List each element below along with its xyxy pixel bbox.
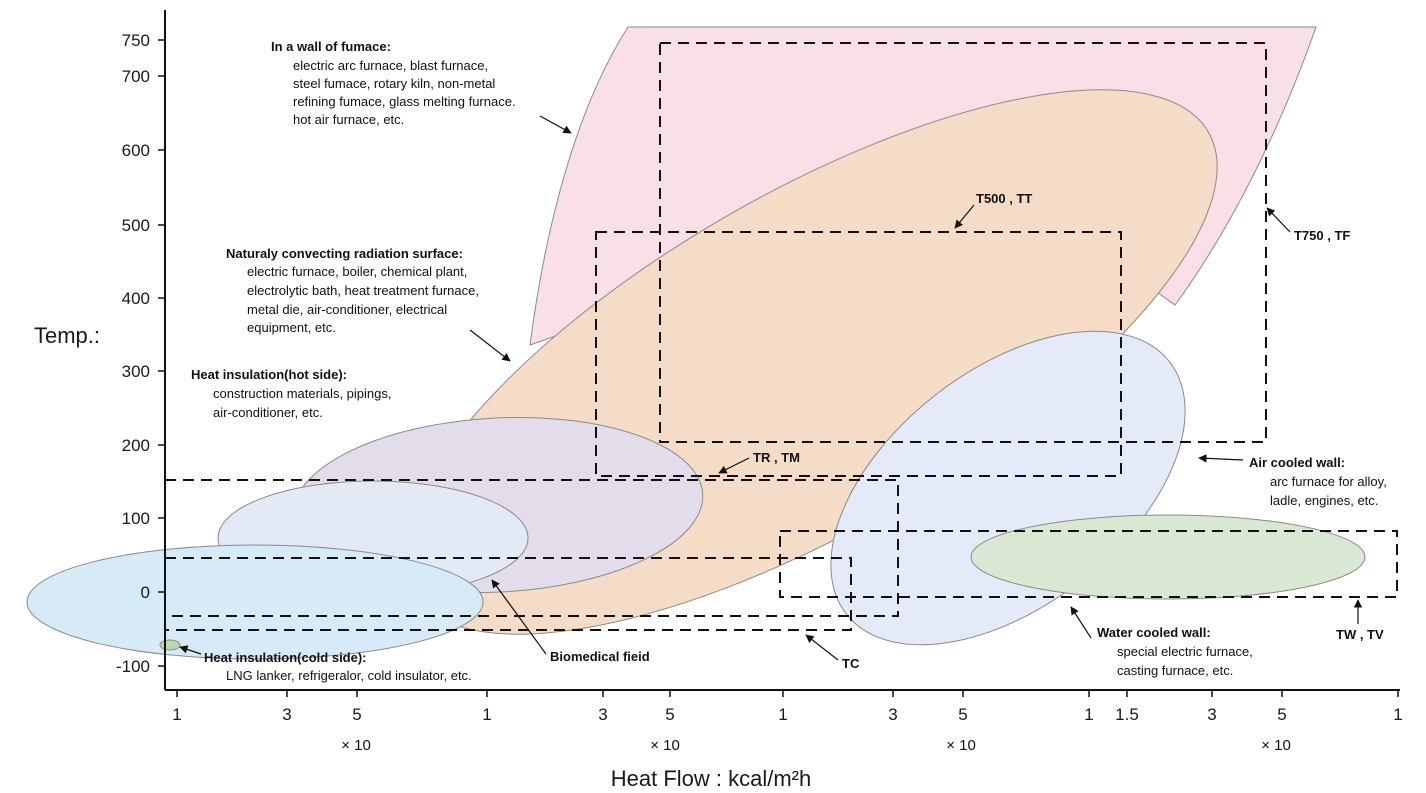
t500-pointer (954, 204, 975, 229)
x-tick-label: 5 (958, 705, 967, 724)
x-tick-label: 1 (778, 705, 787, 724)
biomedical-pointer (491, 579, 547, 655)
x-tick-label: 3 (1207, 705, 1216, 724)
tw-label: TW , TV (1336, 627, 1384, 642)
svg-text:refining fumace, glass melting: refining fumace, glass melting furnace. (293, 94, 516, 109)
svg-text:LNG lanker, refrigeralor, cold: LNG lanker, refrigeralor, cold insulator… (226, 668, 472, 683)
air-cooled-annotation: Air cooled wall: arc furnace for alloy, … (1249, 455, 1387, 508)
natural-convection-pointer (469, 329, 511, 362)
x-tick-label: 1 (482, 705, 491, 724)
x-multiplier-3: × 10 (946, 737, 976, 754)
y-axis-title: Temp.: (34, 323, 100, 348)
svg-text:Heat insulation(hot side):: Heat insulation(hot side): (191, 367, 347, 382)
cold-insulation-pointer (179, 645, 202, 655)
y-tick-label: -100 (116, 657, 150, 676)
cold-insulation-region (26, 544, 484, 660)
svg-text:construction materials, piping: construction materials, pipings, (213, 386, 391, 401)
x-tick-label: 5 (352, 705, 361, 724)
svg-text:equipment, etc.: equipment, etc. (247, 320, 336, 335)
svg-text:special electric furnace,: special electric furnace, (1117, 644, 1253, 659)
t750-pointer (1266, 207, 1291, 233)
x-axis-title: Heat Flow : kcal/m²h (611, 766, 812, 791)
x-tick-label: 3 (888, 705, 897, 724)
svg-text:Heat insulation(cold side):: Heat insulation(cold side): (204, 650, 367, 665)
svg-text:arc furnace for alloy,: arc furnace for alloy, (1270, 474, 1387, 489)
x-tick-label: 3 (598, 705, 607, 724)
x-tick-label: 5 (665, 705, 674, 724)
svg-text:metal die, air-conditioner, el: metal die, air-conditioner, electrical (247, 302, 447, 317)
natural-convection-annotation: Naturaly convecting radiation surface: e… (226, 246, 479, 335)
x-tick-label: 1.5 (1115, 705, 1139, 724)
x-tick-label: 1 (1393, 705, 1402, 724)
x-multiplier-4: × 10 (1261, 737, 1291, 754)
y-tick-label: 500 (122, 216, 150, 235)
water-cooled-annotation: Water cooled wall: special electric furn… (1097, 625, 1253, 678)
tr-box (164, 479, 899, 617)
x-tick-label: 5 (1277, 705, 1286, 724)
tw-box (779, 530, 1398, 598)
svg-text:electrolytic bath, heat treatm: electrolytic bath, heat treatment furnac… (247, 283, 479, 298)
svg-text:hot air furnace, etc.: hot air furnace, etc. (293, 112, 404, 127)
x-tick-label: 1 (1084, 705, 1093, 724)
svg-text:ladle, engines, etc.: ladle, engines, etc. (1270, 493, 1378, 508)
air-cooled-pointer (1198, 454, 1244, 463)
svg-text:electric furnace, boiler, chem: electric furnace, boiler, chemical plant… (247, 264, 467, 279)
y-tick-label: 100 (122, 509, 150, 528)
y-tick-label: 400 (122, 289, 150, 308)
x-multiplier-2: × 10 (650, 737, 680, 754)
water-cooled-pointer (1070, 606, 1092, 639)
tc-pointer (805, 634, 839, 661)
t750-box (659, 42, 1267, 443)
y-tick-label: 200 (122, 436, 150, 455)
biomedical-label: Biomedical fieid (550, 649, 650, 664)
svg-text:casting furnace, etc.: casting furnace, etc. (1117, 663, 1233, 678)
x-tick-label: 1 (172, 705, 181, 724)
x-tick-label: 3 (282, 705, 291, 724)
y-tick-label: 750 (122, 31, 150, 50)
tc-label: TC (842, 656, 860, 671)
t500-box (595, 231, 1122, 477)
svg-text:In a wall of fumace:: In a wall of fumace: (271, 39, 391, 54)
svg-text:electric arc furnace, blast fu: electric arc furnace, blast furnace, (293, 58, 488, 73)
svg-text:air-conditioner, etc.: air-conditioner, etc. (213, 405, 323, 420)
furnace-wall-pointer (539, 115, 572, 134)
t750-label: T750 , TF (1294, 228, 1350, 243)
x-multiplier-1: × 10 (341, 737, 371, 754)
cold-insulation-marker (159, 639, 181, 651)
cold-insulation-annotation: Heat insulation(cold side): LNG lanker, … (204, 650, 472, 683)
tr-label: TR , TM (753, 450, 800, 465)
y-tick-label: 600 (122, 141, 150, 160)
y-tick-label: 700 (122, 67, 150, 86)
y-tick-label: 300 (122, 362, 150, 381)
tr-pointer (718, 457, 750, 474)
svg-text:Air cooled wall:: Air cooled wall: (1249, 455, 1345, 470)
t500-label: T500 , TT (976, 191, 1032, 206)
svg-text:Naturaly convecting radiation: Naturaly convecting radiation surface: (226, 246, 463, 261)
svg-text:steel fumace, rotary kiln, non: steel fumace, rotary kiln, non-metal (293, 76, 495, 91)
svg-text:Water cooled wall:: Water cooled wall: (1097, 625, 1211, 640)
furnace-wall-annotation: In a wall of fumace: electric arc furnac… (271, 39, 516, 127)
water-cooled-region (970, 514, 1366, 600)
y-tick-label: 0 (141, 583, 150, 602)
hot-insulation-annotation: Heat insulation(hot side): construction … (191, 367, 391, 420)
